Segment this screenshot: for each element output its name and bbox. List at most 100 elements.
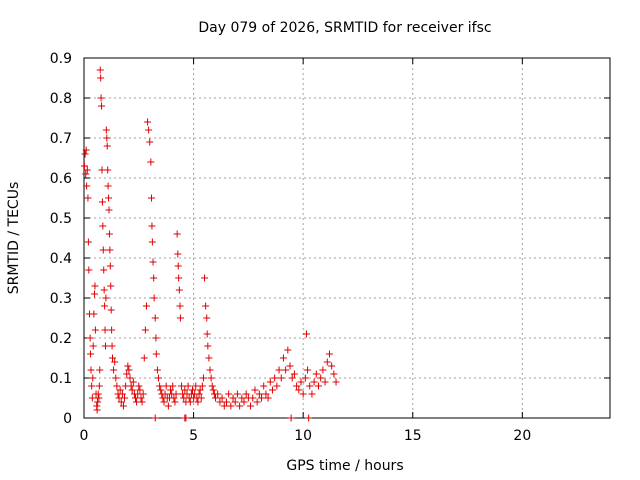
data-point	[275, 366, 283, 374]
data-point	[178, 382, 186, 390]
data-point	[107, 306, 115, 314]
data-point	[155, 374, 163, 382]
data-point	[105, 206, 113, 214]
data-point	[207, 374, 215, 382]
data-point	[171, 398, 179, 406]
data-point	[169, 382, 177, 390]
data-point	[199, 374, 207, 382]
data-point	[202, 302, 210, 310]
data-points	[80, 66, 340, 422]
data-point	[305, 414, 313, 422]
data-point	[91, 290, 99, 298]
data-point	[147, 158, 155, 166]
data-point	[97, 94, 105, 102]
grid	[84, 58, 610, 418]
data-point	[247, 402, 255, 410]
data-point	[150, 274, 158, 282]
data-point	[174, 262, 182, 270]
data-point	[156, 382, 164, 390]
data-point	[233, 390, 241, 398]
data-point	[112, 374, 120, 382]
data-point	[325, 350, 333, 358]
data-point	[124, 362, 132, 370]
data-point	[135, 382, 143, 390]
data-point	[100, 266, 108, 274]
data-point	[310, 378, 318, 386]
data-point	[277, 374, 285, 382]
x-tick-label: 5	[189, 428, 198, 444]
data-point	[266, 378, 274, 386]
data-point	[87, 366, 95, 374]
data-point	[172, 390, 180, 398]
data-point	[317, 374, 325, 382]
data-point	[208, 382, 216, 390]
data-point	[238, 394, 246, 402]
y-tick-label: 0.8	[50, 91, 72, 107]
data-point	[302, 330, 310, 338]
data-point	[146, 138, 154, 146]
data-point	[89, 374, 97, 382]
data-point	[287, 414, 295, 422]
data-point	[225, 390, 233, 398]
data-point	[231, 398, 239, 406]
data-point	[88, 394, 96, 402]
data-point	[260, 382, 268, 390]
data-point	[94, 398, 102, 406]
y-tick-label: 0.2	[50, 331, 72, 347]
data-point	[152, 334, 160, 342]
data-point	[268, 386, 276, 394]
data-point	[286, 362, 294, 370]
data-point	[102, 294, 110, 302]
data-point	[161, 390, 169, 398]
data-point	[153, 366, 161, 374]
data-point	[127, 382, 135, 390]
data-point	[195, 390, 203, 398]
data-point	[108, 342, 116, 350]
data-point	[148, 194, 156, 202]
data-point	[306, 382, 314, 390]
data-point	[162, 382, 170, 390]
data-point	[264, 394, 272, 402]
y-tick-label: 0.7	[50, 131, 72, 147]
data-point	[201, 274, 209, 282]
data-point	[196, 386, 204, 394]
x-tick-label: 0	[80, 428, 89, 444]
data-point	[84, 238, 92, 246]
y-tick-label: 0.4	[50, 251, 72, 267]
data-point	[103, 134, 111, 142]
data-point	[119, 402, 127, 410]
data-point	[128, 386, 136, 394]
data-point	[297, 378, 305, 386]
data-point	[137, 394, 145, 402]
y-tick-label: 0.1	[50, 371, 72, 387]
data-point	[150, 294, 158, 302]
data-point	[89, 342, 97, 350]
data-point	[83, 166, 91, 174]
data-point	[271, 374, 279, 382]
data-point	[203, 330, 211, 338]
data-point	[175, 286, 183, 294]
data-point	[87, 350, 95, 358]
data-point	[249, 394, 257, 402]
data-point	[101, 342, 109, 350]
data-point	[83, 182, 91, 190]
data-point	[284, 346, 292, 354]
data-point	[148, 222, 156, 230]
data-point	[141, 326, 149, 334]
data-point	[110, 366, 118, 374]
data-point	[299, 390, 307, 398]
data-point	[105, 230, 113, 238]
data-point	[258, 394, 266, 402]
data-point	[323, 358, 331, 366]
data-point	[308, 390, 316, 398]
data-point	[107, 282, 115, 290]
data-point	[102, 126, 110, 134]
data-point	[104, 182, 112, 190]
data-point	[312, 370, 320, 378]
data-point	[152, 350, 160, 358]
data-point	[315, 382, 323, 390]
data-point	[203, 314, 211, 322]
data-point	[186, 398, 194, 406]
x-tick-label: 10	[294, 428, 312, 444]
data-point	[96, 66, 104, 74]
